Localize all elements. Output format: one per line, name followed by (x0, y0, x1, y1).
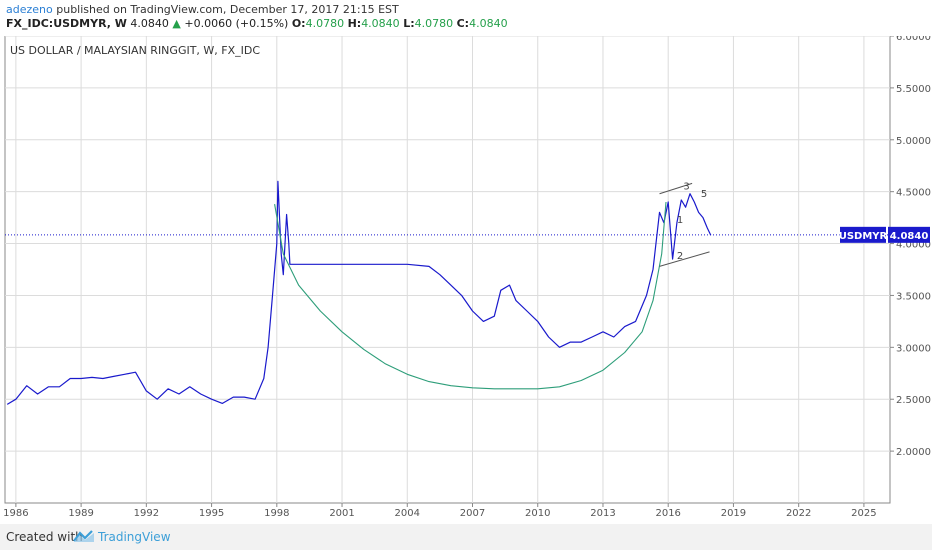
y-tick-label: 5.5000 (896, 84, 931, 95)
x-tick-label: 1986 (3, 508, 28, 519)
channel-trend-line[interactable] (659, 251, 710, 267)
x-tick-label: 1992 (134, 508, 159, 519)
publish-line: adezeno published on TradingView.com, De… (6, 3, 399, 16)
close-label: C: (456, 17, 470, 30)
created-with-label: Created with (6, 530, 83, 544)
price-tag (888, 226, 930, 243)
symbol-tag (840, 226, 886, 243)
x-tick-label: 2004 (395, 508, 420, 519)
author-link[interactable]: adezeno (6, 3, 53, 16)
low-label: L: (403, 17, 415, 30)
x-tick-label: 2007 (460, 508, 485, 519)
y-tick-label: 5.0000 (896, 136, 931, 147)
high-label: H: (347, 17, 362, 30)
low-value: 4.0780 (414, 17, 454, 30)
up-arrow-icon: ▲ (172, 17, 181, 30)
x-tick-label: 2025 (851, 508, 876, 519)
y-tick-label: 6.0000 (896, 36, 931, 43)
plot-frame (4, 36, 891, 504)
chart-container[interactable]: 2.0000 2.5000 3.0000 3.5000 4.0000 4.5000 5.00… (0, 36, 932, 520)
x-tick-label: 2013 (590, 508, 615, 519)
symbol-label: FX_IDC:USDMYR, W (6, 17, 127, 30)
y-tick-label: 2.0000 (896, 447, 931, 458)
tradingview-logo-icon[interactable] (73, 529, 95, 543)
last-price: 4.0840 (130, 17, 169, 30)
y-tick-label: 4.5000 (896, 188, 931, 199)
cup-curve-line[interactable] (274, 201, 667, 390)
x-tick-label: 1989 (68, 508, 93, 519)
wave-label: 1 (677, 215, 683, 226)
x-tick-label: 2001 (329, 508, 354, 519)
y-tick-label: 2.5000 (896, 395, 931, 406)
x-tick-label: 2016 (655, 508, 680, 519)
wave-label: 2 (677, 251, 683, 262)
price-tag-label: 4.0840 (890, 231, 929, 242)
price-chart[interactable]: 2.0000 2.5000 3.0000 3.5000 4.0000 4.5000 5.00… (0, 36, 932, 520)
y-tick-label: 3.0000 (896, 343, 931, 354)
x-tick-label: 1995 (199, 508, 224, 519)
footer: Created with TradingView (0, 524, 932, 550)
usdmyr-price-line[interactable] (6, 180, 712, 405)
y-tick-label: 3.5000 (896, 291, 931, 302)
wave-label: 5 (701, 189, 707, 200)
x-tick-label: 1998 (264, 508, 289, 519)
open-label: O: (291, 17, 306, 30)
wave-label: 3 (683, 182, 689, 193)
publish-info: published on TradingView.com, December 1… (56, 3, 399, 16)
open-value: 4.0780 (305, 17, 345, 30)
close-value: 4.0840 (469, 17, 508, 30)
x-tick-label: 2022 (786, 508, 811, 519)
chart-title: US DOLLAR / MALAYSIAN RINGGIT, W, FX_IDC (10, 44, 260, 57)
y-tick-label: 4.0000 (896, 240, 931, 251)
x-tick-label: 2010 (525, 508, 550, 519)
channel-trend-line[interactable] (659, 182, 693, 195)
tradingview-brand[interactable]: TradingView (98, 530, 171, 544)
high-value: 4.0840 (361, 17, 400, 30)
x-tick-label: 2019 (721, 508, 746, 519)
price-change: +0.0060 (+0.15%) (184, 17, 289, 30)
symbol-tag-label: USDMYR (839, 231, 888, 242)
ohlc-line: FX_IDC:USDMYR, W 4.0840 ▲ +0.0060 (+0.15… (6, 17, 508, 30)
chart-header: adezeno published on TradingView.com, De… (0, 0, 932, 34)
